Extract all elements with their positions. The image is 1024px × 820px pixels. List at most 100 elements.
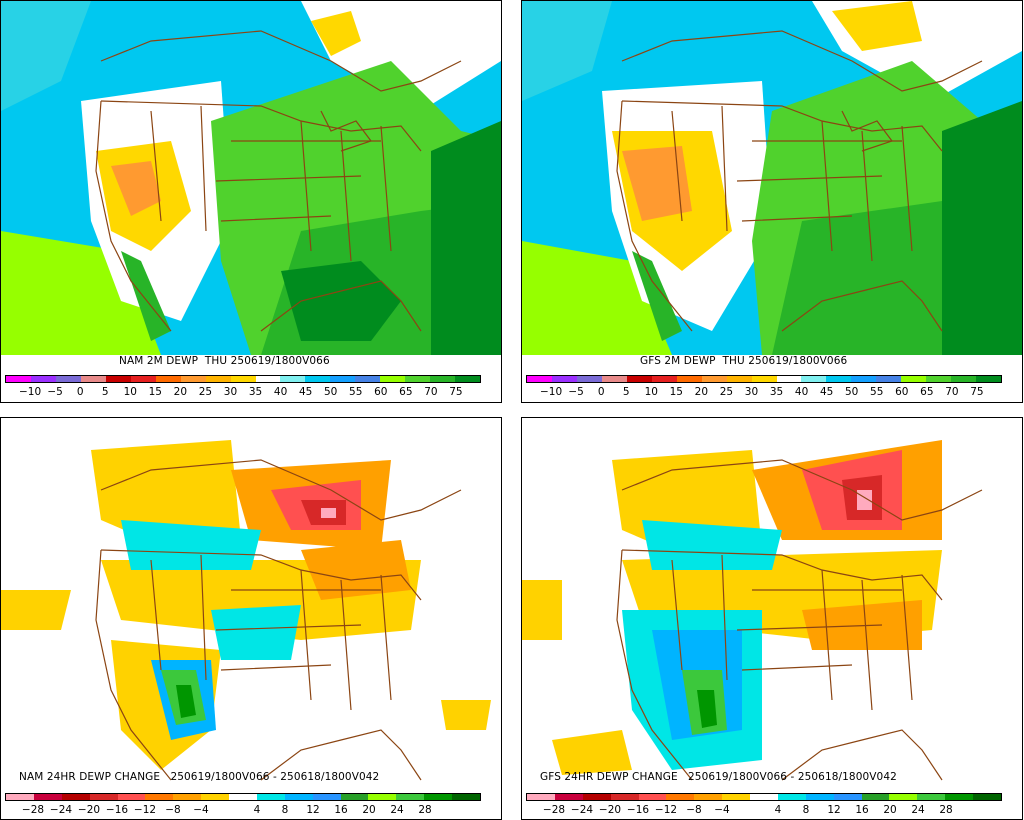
colorbar-segment	[676, 376, 702, 382]
colorbar-tick-label: 0	[76, 386, 84, 398]
colorbar-segment	[430, 376, 456, 382]
panel-caption: NAM 24HR DEWP CHANGE 250619/1800V066 - 2…	[19, 771, 380, 783]
colorbar-segment	[926, 376, 952, 382]
colorbar-tick-label: 45	[298, 386, 313, 398]
colorbar-tick-label: 20	[883, 804, 897, 816]
colorbar-segment	[330, 376, 356, 382]
colorbar-segment	[876, 376, 902, 382]
colorbar-segment	[452, 794, 480, 800]
colorbar-segment	[554, 794, 583, 800]
colorbar-tick-label: −10	[18, 386, 42, 398]
colorbar-segment	[312, 794, 341, 800]
colorbar-tick-label: 40	[794, 386, 809, 398]
colorbar-tick-label: −20	[598, 804, 622, 816]
colorbar-tick-label: −20	[77, 804, 101, 816]
colorbar-segment	[340, 794, 369, 800]
colorbar-tick-label: 16	[855, 804, 869, 816]
colorbar-segment	[861, 794, 890, 800]
colorbar-segment	[777, 794, 806, 800]
colorbar-segment	[638, 794, 667, 800]
colorbar-tick-label: 28	[939, 804, 953, 816]
colorbar-segment	[651, 376, 677, 382]
colorbar-tick-label: −4	[193, 804, 209, 816]
colorbar-tick-label: 0	[597, 386, 605, 398]
colorbar-tick-label: 12	[306, 804, 320, 816]
colorbar-tick-label: −5	[568, 386, 584, 398]
colorbar	[526, 375, 1002, 383]
panel-caption: GFS 24HR DEWP CHANGE 250619/1800V066 - 2…	[540, 771, 897, 783]
colorbar-tick-label: −8	[686, 804, 702, 816]
colorbar-segment	[355, 376, 381, 382]
colorbar-segment	[776, 376, 802, 382]
colorbar-segment	[917, 794, 946, 800]
colorbar-tick-label: 70	[424, 386, 438, 398]
colorbar-segment	[255, 376, 281, 382]
colorbar-segment	[951, 376, 977, 382]
colorbar-tick-label: 10	[644, 386, 658, 398]
colorbar-tick-label: 8	[802, 804, 810, 816]
colorbar-tick-label: −16	[626, 804, 650, 816]
colorbar-tick-label: 50	[323, 386, 338, 398]
colorbar-segment	[284, 794, 313, 800]
colorbar-segment	[80, 376, 106, 382]
colorbar-tick-label: 35	[248, 386, 263, 398]
colorbar-tick-label: −12	[654, 804, 678, 816]
panel-caption: GFS 2M DEWP THU 250619/1800V066	[640, 355, 848, 367]
colorbar-tick-label: 28	[418, 804, 432, 816]
colorbar-tick-label: 65	[920, 386, 934, 398]
nam-change-map	[1, 430, 501, 784]
colorbar-segment	[396, 794, 425, 800]
colorbar-tick-label: 50	[844, 386, 859, 398]
colorbar-tick-label: 45	[819, 386, 834, 398]
colorbar-ticks: −10 −5 0 5 10 15 20 25 30 35 40 45 50 55 60 65 70 75	[526, 386, 1002, 400]
colorbar-segment	[750, 794, 778, 800]
colorbar-segment	[701, 376, 727, 382]
colorbar-segment	[973, 794, 1001, 800]
colorbar-segment	[751, 376, 777, 382]
colorbar-tick-label: 30	[744, 386, 759, 398]
colorbar-tick-label: 4	[253, 804, 261, 816]
colorbar-segment	[889, 794, 918, 800]
panel-caption: NAM 2M DEWP THU 250619/1800V066	[119, 355, 330, 367]
panel-gfs-dewpoint: GFS 2M DEWP THU 250619/1800V066 −10 −5 0 5 1…	[521, 0, 1023, 403]
colorbar-tick-label: −10	[539, 386, 563, 398]
colorbar-tick-label: 15	[148, 386, 162, 398]
colorbar-tick-label: 75	[970, 386, 984, 398]
colorbar-tick-label: −12	[133, 804, 157, 816]
colorbar	[526, 793, 1002, 801]
colorbar-tick-label: 20	[694, 386, 709, 398]
colorbar-segment	[694, 794, 723, 800]
panel-nam-dewpoint-change: NAM 24HR DEWP CHANGE 250619/1800V066 - 2…	[0, 417, 502, 820]
colorbar-segment	[945, 794, 973, 800]
colorbar-segment	[582, 794, 611, 800]
colorbar-segment	[201, 794, 229, 800]
colorbar-tick-label: 8	[281, 804, 289, 816]
colorbar-segment	[33, 794, 62, 800]
colorbar-segment	[89, 794, 118, 800]
colorbar-tick-label: −28	[542, 804, 566, 816]
colorbar-tick-label: 12	[827, 804, 841, 816]
colorbar-tick-label: 20	[362, 804, 376, 816]
colorbar-segment	[256, 794, 285, 800]
colorbar-tick-label: 24	[911, 804, 925, 816]
colorbar-segment	[527, 376, 552, 382]
colorbar-segment	[976, 376, 1002, 382]
colorbar-segment	[826, 376, 852, 382]
colorbar-segment	[805, 794, 834, 800]
panel-gfs-dewpoint-change: GFS 24HR DEWP CHANGE 250619/1800V066 - 2…	[521, 417, 1023, 820]
colorbar-segment	[626, 376, 652, 382]
colorbar-tick-label: 70	[945, 386, 959, 398]
colorbar-tick-label: −24	[570, 804, 594, 816]
colorbar-segment	[601, 376, 627, 382]
colorbar-segment	[61, 794, 90, 800]
gfs-change-map	[522, 430, 1022, 784]
colorbar-segment	[833, 794, 862, 800]
colorbar-segment	[155, 376, 181, 382]
colorbar-segment	[424, 794, 452, 800]
colorbar-segment	[722, 794, 750, 800]
gfs-dewpoint-map	[522, 1, 1022, 355]
colorbar-tick-label: 35	[769, 386, 784, 398]
colorbar-segment	[455, 376, 481, 382]
colorbar-segment	[230, 376, 256, 382]
colorbar-segment	[380, 376, 406, 382]
